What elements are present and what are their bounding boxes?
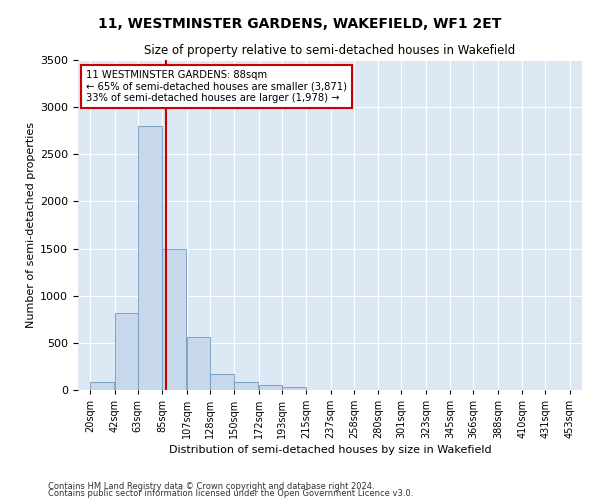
Bar: [115, 312, 137, 390]
Bar: [259, 385, 281, 390]
Bar: [282, 387, 306, 390]
Title: Size of property relative to semi-detached houses in Wakefield: Size of property relative to semi-detach…: [145, 44, 515, 58]
Bar: [138, 126, 162, 390]
Y-axis label: Number of semi-detached properties: Number of semi-detached properties: [26, 122, 36, 328]
Bar: [235, 382, 258, 390]
X-axis label: Distribution of semi-detached houses by size in Wakefield: Distribution of semi-detached houses by …: [169, 446, 491, 456]
Bar: [163, 248, 186, 390]
Text: Contains public sector information licensed under the Open Government Licence v3: Contains public sector information licen…: [48, 490, 413, 498]
Text: 11 WESTMINSTER GARDENS: 88sqm
← 65% of semi-detached houses are smaller (3,871)
: 11 WESTMINSTER GARDENS: 88sqm ← 65% of s…: [86, 70, 347, 103]
Text: 11, WESTMINSTER GARDENS, WAKEFIELD, WF1 2ET: 11, WESTMINSTER GARDENS, WAKEFIELD, WF1 …: [98, 18, 502, 32]
Bar: [91, 382, 114, 390]
Bar: [210, 374, 234, 390]
Text: Contains HM Land Registry data © Crown copyright and database right 2024.: Contains HM Land Registry data © Crown c…: [48, 482, 374, 491]
Bar: [187, 337, 209, 390]
